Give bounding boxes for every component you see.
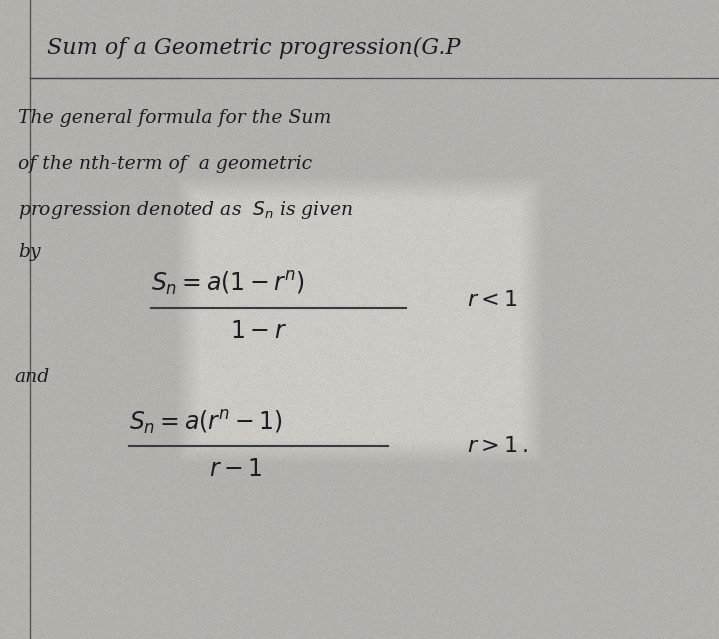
- Text: $r > 1\,.$: $r > 1\,.$: [467, 435, 528, 457]
- Text: The general formula for the Sum: The general formula for the Sum: [18, 109, 331, 127]
- Text: $r < 1$: $r < 1$: [467, 289, 518, 311]
- Text: of the nth-term of  a geometric: of the nth-term of a geometric: [18, 155, 312, 173]
- Text: Sum of a Geometric progression(G.P: Sum of a Geometric progression(G.P: [47, 37, 460, 59]
- Text: by: by: [18, 243, 40, 261]
- Text: progression denoted as  $S_n$ is given: progression denoted as $S_n$ is given: [18, 199, 354, 220]
- Text: $S_n = a(1 - r^n)$: $S_n = a(1 - r^n)$: [151, 270, 305, 298]
- Text: $1 - r$: $1 - r$: [230, 320, 287, 343]
- Text: and: and: [14, 368, 50, 386]
- Text: $S_n = a(r^n - 1)$: $S_n = a(r^n - 1)$: [129, 409, 283, 437]
- Text: $r - 1$: $r - 1$: [209, 458, 262, 481]
